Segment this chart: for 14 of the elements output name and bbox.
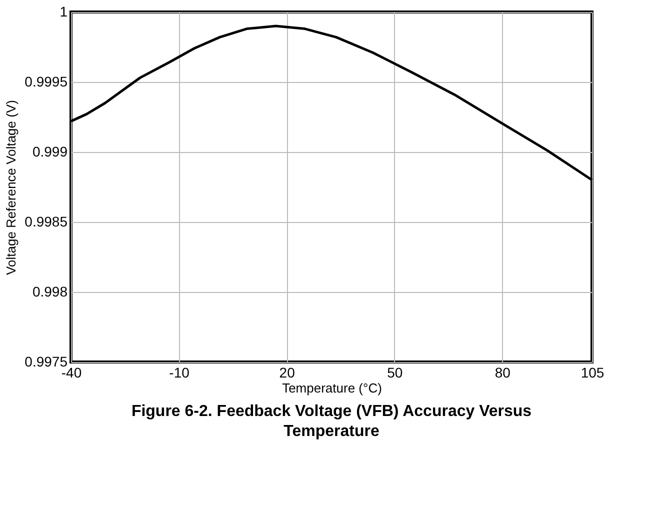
y-tick-label: 0.9975 <box>24 354 68 370</box>
y-tick-label: 0.998 <box>32 284 68 300</box>
x-tick-label: 50 <box>387 364 403 380</box>
y-axis-title: Voltage Reference Voltage (V) <box>4 100 19 275</box>
y-tick-label: 0.9995 <box>24 74 68 90</box>
x-tick-label: 20 <box>279 364 296 380</box>
y-tick-label: 0.9985 <box>24 214 68 230</box>
x-tick-label: 80 <box>494 364 511 380</box>
x-tick-label: 105 <box>580 364 604 380</box>
x-tick-label: -10 <box>169 364 190 380</box>
x-axis-title: Temperature (°C) <box>282 380 382 396</box>
y-tick-label: 1 <box>60 4 68 20</box>
text: Figure 6-2. Feedback Voltage (VFB) Accuracy Versus Temperature <box>131 403 532 440</box>
y-tick-label: 0.999 <box>32 144 68 160</box>
